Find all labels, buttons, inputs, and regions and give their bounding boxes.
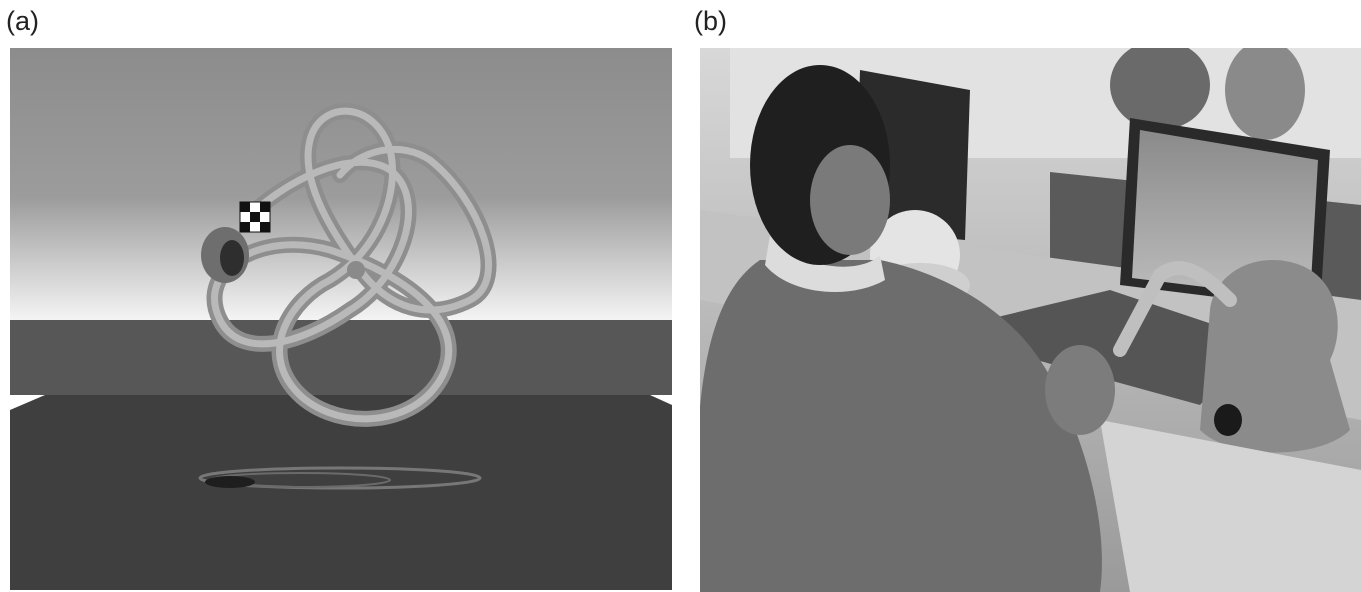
panel-label: (a)	[6, 6, 39, 36]
knot-render	[10, 48, 672, 590]
classroom-photo	[697, 40, 1361, 592]
figure: (a) (b)	[0, 0, 1361, 592]
panel-label: (b)	[694, 6, 727, 36]
